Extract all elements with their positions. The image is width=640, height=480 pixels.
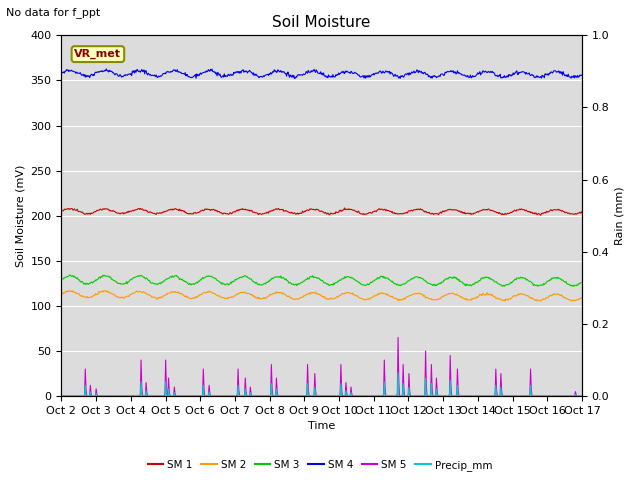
SM 1 <box>537 212 545 218</box>
SM 4 <box>174 69 182 75</box>
Precip_mm <box>401 393 408 399</box>
SM 1 <box>201 206 209 212</box>
Precip_mm <box>385 393 392 399</box>
Line: SM 3: SM 3 <box>61 275 582 287</box>
SM 2 <box>65 288 73 293</box>
SM 4 <box>202 69 209 75</box>
SM 3 <box>578 279 586 285</box>
SM 3 <box>202 274 209 280</box>
SM 3 <box>174 274 182 280</box>
SM 1 <box>173 207 181 213</box>
SM 4 <box>401 71 409 77</box>
SM 1 <box>120 210 128 216</box>
SM 1 <box>578 209 586 215</box>
Precip_mm <box>201 393 209 399</box>
Precip_mm <box>120 393 128 399</box>
SM 1 <box>67 206 75 212</box>
SM 4 <box>578 72 586 78</box>
Precip_mm <box>394 370 402 375</box>
SM 3 <box>121 280 129 286</box>
Line: SM 1: SM 1 <box>61 208 582 215</box>
Line: SM 5: SM 5 <box>61 337 582 396</box>
Legend: SM 1, SM 2, SM 3, SM 4, SM 5, Precip_mm: SM 1, SM 2, SM 3, SM 4, SM 5, Precip_mm <box>143 456 497 475</box>
Text: VR_met: VR_met <box>74 49 122 59</box>
SM 2 <box>578 294 586 300</box>
SM 5 <box>67 393 75 399</box>
Precip_mm <box>58 393 65 399</box>
Precip_mm <box>578 393 586 399</box>
SM 3 <box>68 274 76 279</box>
SM 2 <box>401 297 408 302</box>
Y-axis label: Rain (mm): Rain (mm) <box>615 186 625 245</box>
SM 5 <box>394 335 402 340</box>
X-axis label: Time: Time <box>308 421 335 432</box>
Y-axis label: Soil Moisture (mV): Soil Moisture (mV) <box>15 165 25 267</box>
SM 1 <box>340 205 348 211</box>
Title: Soil Moisture: Soil Moisture <box>273 15 371 30</box>
SM 4 <box>102 66 110 72</box>
SM 2 <box>174 289 182 295</box>
SM 2 <box>68 288 76 294</box>
SM 1 <box>401 210 408 216</box>
SM 2 <box>121 294 129 300</box>
SM 4 <box>121 73 129 79</box>
SM 5 <box>578 393 586 399</box>
SM 2 <box>385 293 393 299</box>
SM 2 <box>58 292 65 298</box>
SM 4 <box>387 71 394 77</box>
Text: No data for f_ppt: No data for f_ppt <box>6 7 100 18</box>
SM 5 <box>385 393 392 399</box>
SM 3 <box>401 281 408 287</box>
SM 5 <box>173 393 181 399</box>
Line: Precip_mm: Precip_mm <box>61 372 582 396</box>
SM 5 <box>401 393 408 399</box>
SM 1 <box>385 208 393 214</box>
SM 4 <box>67 68 75 73</box>
SM 3 <box>385 277 393 283</box>
SM 3 <box>499 284 506 289</box>
Precip_mm <box>173 393 181 399</box>
Line: SM 4: SM 4 <box>61 69 582 78</box>
SM 5 <box>201 393 209 399</box>
SM 4 <box>291 75 298 81</box>
SM 1 <box>58 208 65 214</box>
SM 3 <box>67 272 74 278</box>
SM 5 <box>120 393 128 399</box>
Line: SM 2: SM 2 <box>61 290 582 301</box>
SM 5 <box>58 393 65 399</box>
SM 2 <box>570 298 577 304</box>
SM 4 <box>58 70 65 76</box>
SM 3 <box>58 277 65 283</box>
Precip_mm <box>67 393 75 399</box>
SM 2 <box>202 290 209 296</box>
